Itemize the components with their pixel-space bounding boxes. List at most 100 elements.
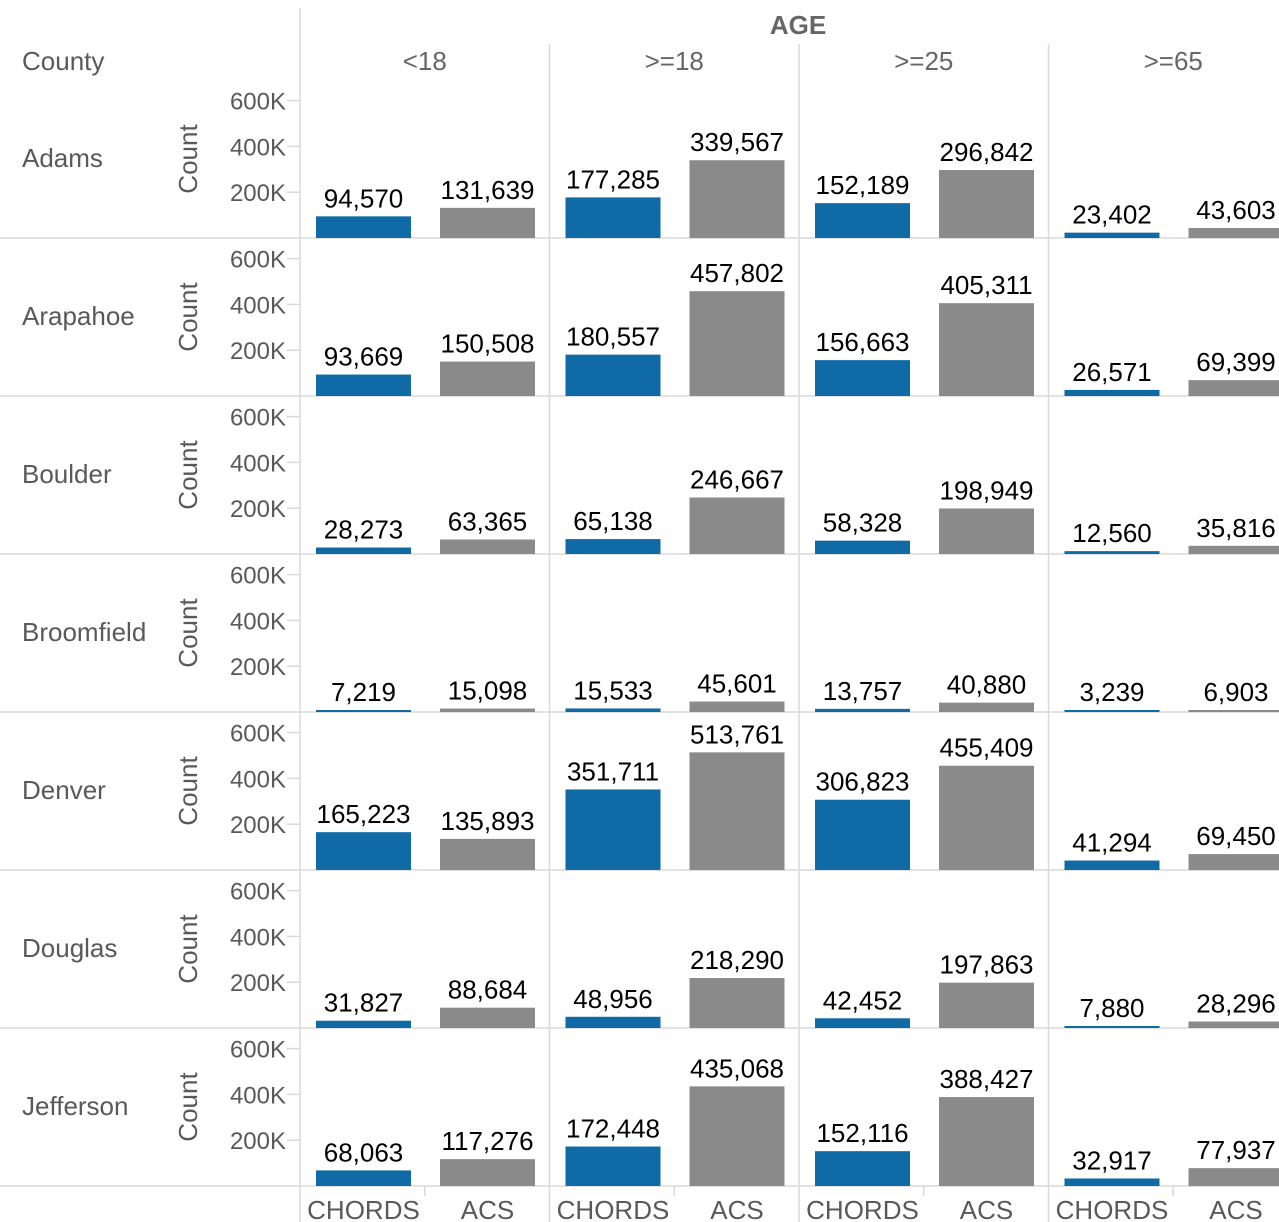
bar-value-label: 177,285 <box>566 164 660 194</box>
y-tick-label: 200K <box>230 654 286 681</box>
y-axis-label: Count <box>173 1072 203 1142</box>
y-tick-label: 400K <box>230 450 286 477</box>
bar-value-label: 152,116 <box>816 1118 908 1148</box>
bar-acs <box>689 752 785 870</box>
y-tick-label: 600K <box>230 247 286 274</box>
bar-value-label: 15,098 <box>448 676 528 706</box>
bar-chords <box>316 374 411 396</box>
bar-value-label: 7,880 <box>1079 993 1144 1023</box>
county-label: Adams <box>22 143 103 173</box>
county-label: Boulder <box>22 459 112 489</box>
source-category-label: ACS <box>1209 1195 1262 1222</box>
bar-chords <box>565 539 661 554</box>
bar-chords <box>316 1170 411 1186</box>
bar-value-label: 26,571 <box>1072 357 1152 387</box>
bar-acs <box>1188 228 1279 238</box>
bar-acs <box>939 508 1034 554</box>
bar-value-label: 12,560 <box>1072 518 1152 548</box>
bar-acs <box>1188 710 1279 712</box>
bar-chords <box>565 354 661 396</box>
bar-value-label: 45,601 <box>697 669 777 699</box>
bar-value-label: 165,223 <box>317 799 411 829</box>
county-label: Denver <box>22 775 106 805</box>
bar-value-label: 152,189 <box>816 170 910 200</box>
bar-value-label: 69,399 <box>1196 347 1276 377</box>
bar-value-label: 15,533 <box>573 675 653 705</box>
bar-chords <box>815 1151 910 1186</box>
bar-acs <box>689 160 785 238</box>
bar-chords <box>565 197 661 238</box>
y-tick-label: 600K <box>230 89 286 116</box>
bar-value-label: 94,570 <box>324 183 404 213</box>
labels: <18 >=18 >=25 >=65 Adams Count 200K 400K 600K 94,… <box>22 46 1276 1222</box>
bar-value-label: 306,823 <box>816 767 910 797</box>
bar-acs <box>939 303 1034 396</box>
age-group-header: >=18 <box>645 46 704 76</box>
bar-value-label: 65,138 <box>573 506 653 536</box>
bar-acs <box>1188 854 1279 870</box>
age-group-header: >=65 <box>1144 46 1203 76</box>
source-category-label: CHORDS <box>557 1195 670 1222</box>
bar-acs <box>1188 1021 1279 1028</box>
y-tick-label: 600K <box>230 721 286 748</box>
bar-value-label: 455,409 <box>940 733 1034 763</box>
bar-value-label: 131,639 <box>441 175 535 205</box>
y-axis-label: Count <box>173 440 203 510</box>
bar-value-label: 41,294 <box>1072 828 1152 858</box>
bar-chords <box>565 1146 661 1186</box>
source-category-label: ACS <box>960 1195 1013 1222</box>
bar-value-label: 28,296 <box>1196 989 1276 1019</box>
bar-value-label: 93,669 <box>324 342 404 372</box>
y-tick-label: 200K <box>230 338 286 365</box>
y-tick-label: 600K <box>230 879 286 906</box>
bar-chords <box>316 710 411 712</box>
bar-value-label: 172,448 <box>566 1114 660 1144</box>
bar-value-label: 58,328 <box>823 508 903 538</box>
bar-value-label: 197,863 <box>940 950 1034 980</box>
column-group-title: AGE <box>770 10 826 40</box>
source-category-label: ACS <box>461 1195 514 1222</box>
county-label: Arapahoe <box>22 301 135 331</box>
bar-acs <box>440 539 535 554</box>
source-category-label: CHORDS <box>806 1195 919 1222</box>
bar-value-label: 513,761 <box>690 719 784 749</box>
bar-chords <box>815 540 910 554</box>
source-category-label: ACS <box>710 1195 763 1222</box>
y-tick-label: 400K <box>230 1082 286 1109</box>
bar-value-label: 246,667 <box>690 465 784 495</box>
y-tick-label: 400K <box>230 292 286 319</box>
bar-acs <box>1188 380 1279 396</box>
bar-chords <box>1064 1026 1160 1028</box>
bar-value-label: 156,663 <box>816 327 910 357</box>
row-header: County <box>22 46 104 76</box>
bar-value-label: 88,684 <box>448 975 528 1005</box>
y-axis-label: Count <box>173 282 203 352</box>
bar-value-label: 3,239 <box>1079 677 1144 707</box>
bar-chords <box>1064 860 1160 870</box>
bar-acs <box>939 702 1034 712</box>
bar-acs <box>939 982 1034 1028</box>
bar-value-label: 68,063 <box>324 1137 404 1167</box>
bar-chords <box>565 789 661 870</box>
y-tick-label: 200K <box>230 180 286 207</box>
bar-value-label: 351,711 <box>567 756 659 786</box>
bar-value-label: 23,402 <box>1072 200 1152 230</box>
bar-chords <box>565 708 661 712</box>
bar-value-label: 435,068 <box>690 1053 784 1083</box>
bar-value-label: 6,903 <box>1203 677 1268 707</box>
bar-chords <box>1064 710 1160 712</box>
bar-value-label: 198,949 <box>940 475 1034 505</box>
bar-chords <box>815 360 910 396</box>
bar-chords <box>316 216 411 238</box>
county-label: Jefferson <box>22 1091 128 1121</box>
source-category-label: CHORDS <box>307 1195 420 1222</box>
bar-value-label: 150,508 <box>441 329 535 359</box>
bar-value-label: 42,452 <box>823 985 903 1015</box>
bar-value-label: 48,956 <box>573 984 653 1014</box>
bars <box>316 160 1279 1186</box>
y-tick-label: 400K <box>230 766 286 793</box>
y-axis-label: Count <box>173 756 203 826</box>
bar-chords <box>1064 389 1160 396</box>
bar-chords <box>1064 1178 1160 1186</box>
bar-acs <box>440 1007 535 1028</box>
